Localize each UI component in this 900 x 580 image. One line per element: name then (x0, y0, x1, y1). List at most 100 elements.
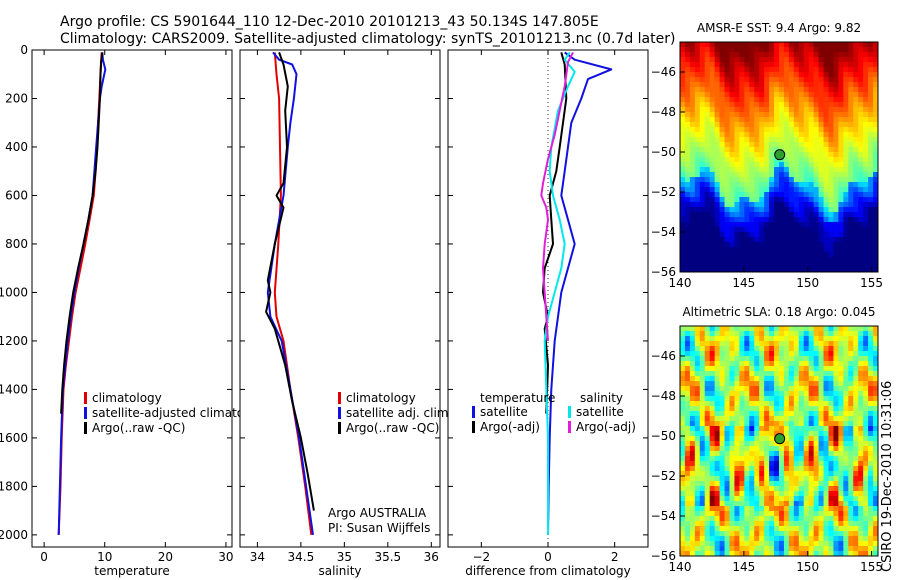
amsr-sst-cell (803, 102, 810, 108)
amsr-sst-cell (833, 267, 839, 272)
amsr-sst-cell (858, 57, 864, 63)
amsr-sst-cell (823, 82, 830, 88)
altimetric-sla-cell (793, 536, 800, 542)
altimetric-sla-cell (769, 436, 775, 442)
temperature-series-line-2 (60, 52, 104, 414)
amsr-sst-cell (749, 242, 755, 248)
altimetric-sla-cell (699, 351, 706, 357)
altimetric-sla-cell (684, 466, 691, 472)
amsr-sst-cell (754, 132, 760, 138)
altimetric-sla-cell (729, 476, 736, 482)
altimetric-sla-cell (769, 511, 775, 517)
amsr-sst-cell (853, 187, 859, 193)
amsr-sst-cell (719, 197, 726, 203)
altimetric-sla-cell (699, 546, 706, 552)
altimetric-sla-cell (843, 356, 849, 362)
altimetric-sla-cell (699, 441, 706, 447)
altimetric-sla-cell (803, 471, 810, 477)
amsr-sst-cell (684, 152, 691, 158)
altimetric-sla-cell (843, 376, 849, 382)
amsr-sst-cell (828, 202, 835, 208)
amsr-sst-cell (783, 142, 790, 148)
altimetric-sla-cell (823, 351, 830, 357)
altimetric-sla-cell (744, 531, 750, 537)
amsr-sst-cell (793, 152, 800, 158)
altimetric-sla-cell (803, 391, 810, 397)
amsr-sst-cell (818, 242, 825, 248)
altimetric-sla-cell (764, 411, 770, 417)
amsr-sst-cell (680, 92, 686, 98)
amsr-sst-cell (788, 82, 795, 88)
altimetric-sla-cell (724, 396, 731, 402)
amsr-sst-cell (684, 67, 691, 73)
amsr-sst-cell (843, 167, 849, 173)
amsr-sst-cell (719, 82, 726, 88)
altimetric-sla-cell (853, 451, 859, 457)
amsr-sst-cell (694, 62, 701, 68)
altimetric-sla-cell (684, 546, 691, 552)
altimetric-sla-cell (699, 486, 706, 492)
amsr-sst-cell (680, 102, 686, 108)
amsr-sst-cell (873, 237, 878, 243)
altimetric-sla-cell (719, 546, 726, 552)
altimetric-sla-cell (719, 326, 726, 332)
altimetric-sla-cell (684, 476, 691, 482)
amsr-sst-cell (689, 132, 696, 138)
altimetric-sla-cell (754, 361, 760, 367)
amsr-sst-cell (724, 47, 731, 53)
altimetric-sla-cell (813, 406, 820, 412)
altimetric-sla-ytick-label: −52 (651, 469, 676, 483)
amsr-sst-cell (863, 112, 869, 118)
altimetric-sla-cell (828, 361, 835, 367)
amsr-sst-cell (759, 137, 765, 143)
altimetric-sla-cell (694, 476, 701, 482)
amsr-sst-cell (788, 152, 795, 158)
altimetric-sla-cell (788, 336, 795, 342)
altimetric-sla-cell (783, 406, 790, 412)
altimetric-sla-cell (680, 496, 686, 502)
amsr-sst-cell (838, 162, 844, 168)
amsr-sst-cell (694, 242, 701, 248)
amsr-sst-cell (704, 257, 711, 263)
altimetric-sla-cell (853, 356, 859, 362)
amsr-sst-cell (709, 147, 716, 153)
amsr-sst-cell (739, 232, 745, 238)
altimetric-sla-cell (709, 346, 716, 352)
amsr-sst-cell (684, 232, 691, 238)
altimetric-sla-cell (694, 341, 701, 347)
amsr-sst-cell (689, 237, 696, 243)
altimetric-sla-cell (868, 446, 874, 452)
amsr-sst-cell (813, 47, 820, 53)
altimetric-sla-cell (828, 346, 835, 352)
amsr-sst-cell (764, 157, 770, 163)
altimetric-sla-cell (724, 496, 731, 502)
amsr-sst-cell (808, 147, 815, 153)
altimetric-sla-cell (803, 416, 810, 422)
altimetric-sla-cell (694, 531, 701, 537)
altimetric-sla-cell (759, 406, 765, 412)
altimetric-sla-cell (863, 326, 869, 332)
amsr-sst-cell (739, 227, 745, 233)
altimetric-sla-cell (764, 416, 770, 422)
amsr-sst-cell (704, 152, 711, 158)
amsr-sst-cell (818, 102, 825, 108)
amsr-sst-cell (729, 57, 736, 63)
amsr-sst-cell (704, 42, 711, 48)
amsr-sst-cell (808, 267, 815, 272)
altimetric-sla-cell (808, 476, 815, 482)
amsr-sst-cell (808, 257, 815, 263)
altimetric-sla-cell (823, 411, 830, 417)
amsr-sst-cell (863, 42, 869, 48)
amsr-sst-cell (704, 142, 711, 148)
amsr-sst-cell (858, 117, 864, 123)
altimetric-sla-cell (729, 506, 736, 512)
amsr-sst-cell (709, 122, 716, 128)
altimetric-sla-cell (699, 386, 706, 392)
altimetric-sla-ytick-label: −54 (651, 509, 676, 523)
amsr-sst-cell (798, 187, 805, 193)
depth-tick-label: 1000 (0, 285, 28, 299)
altimetric-sla-cell (724, 426, 731, 432)
amsr-sst-cell (749, 222, 755, 228)
amsr-sst-cell (689, 122, 696, 128)
amsr-sst-cell (714, 262, 721, 268)
